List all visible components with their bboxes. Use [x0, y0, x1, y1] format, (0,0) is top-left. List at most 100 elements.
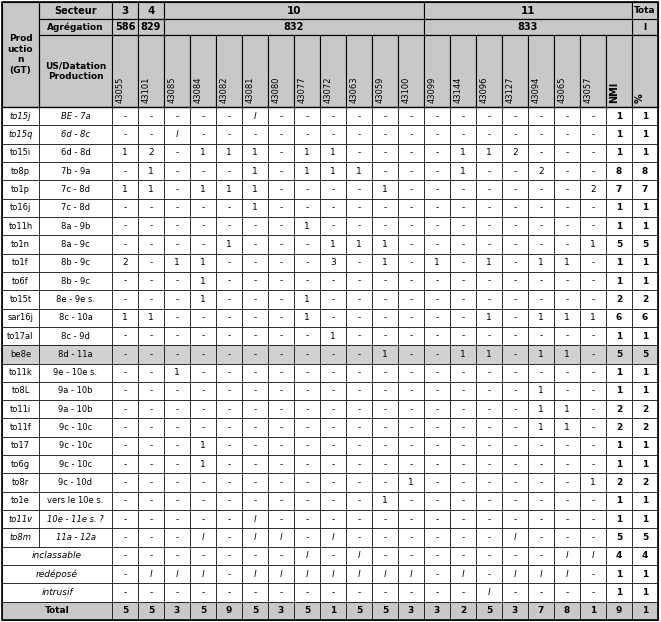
Bar: [554, 254, 580, 272]
Text: -: -: [592, 332, 595, 340]
Text: -: -: [280, 386, 283, 396]
Text: 1: 1: [590, 240, 596, 249]
Text: -: -: [175, 295, 178, 304]
Text: -: -: [383, 277, 387, 285]
Bar: [294, 327, 320, 345]
Text: 1: 1: [538, 350, 544, 359]
Text: 1: 1: [226, 240, 232, 249]
Text: 1: 1: [460, 148, 466, 157]
Bar: [476, 583, 502, 601]
Bar: [39, 529, 112, 547]
Bar: [164, 583, 190, 601]
Text: 1: 1: [642, 460, 648, 469]
Bar: [372, 547, 398, 565]
Bar: [294, 419, 320, 437]
Bar: [216, 492, 242, 510]
Text: -: -: [227, 515, 231, 524]
Bar: [632, 198, 658, 217]
Bar: [268, 144, 294, 162]
Text: 1: 1: [564, 423, 570, 432]
Bar: [39, 272, 112, 290]
Bar: [2, 162, 39, 180]
Bar: [424, 437, 450, 455]
Text: 1: 1: [460, 167, 466, 175]
Text: 5: 5: [642, 533, 648, 542]
Bar: [606, 198, 632, 217]
Bar: [424, 107, 450, 125]
Bar: [216, 180, 242, 198]
Text: -: -: [487, 551, 490, 560]
Bar: [476, 235, 502, 254]
Bar: [554, 547, 580, 565]
Text: -: -: [487, 240, 490, 249]
Text: -: -: [253, 332, 256, 340]
Text: -: -: [461, 332, 465, 340]
Bar: [580, 363, 606, 382]
Bar: [580, 309, 606, 327]
Text: to17: to17: [11, 442, 30, 450]
Text: 1: 1: [382, 185, 388, 194]
Text: -: -: [202, 423, 205, 432]
Text: -: -: [358, 313, 361, 322]
Bar: [346, 309, 372, 327]
Text: -: -: [409, 423, 412, 432]
Bar: [138, 565, 164, 583]
Bar: [39, 198, 112, 217]
Bar: [632, 345, 658, 363]
Text: -: -: [514, 221, 517, 231]
Text: -: -: [202, 130, 205, 139]
Text: -: -: [461, 588, 465, 597]
Bar: [372, 35, 398, 107]
Text: l: l: [332, 533, 334, 542]
Text: -: -: [461, 496, 465, 506]
Text: 1: 1: [642, 570, 648, 578]
Text: 1: 1: [486, 350, 492, 359]
Text: -: -: [592, 423, 595, 432]
Text: 43065: 43065: [558, 77, 567, 103]
Bar: [112, 437, 138, 455]
Text: 2: 2: [642, 295, 648, 304]
Text: -: -: [331, 221, 334, 231]
Text: -: -: [461, 551, 465, 560]
Text: 3: 3: [408, 606, 414, 615]
Bar: [632, 290, 658, 309]
Bar: [606, 601, 632, 620]
Text: -: -: [227, 588, 231, 597]
Bar: [112, 198, 138, 217]
Text: l: l: [332, 570, 334, 578]
Text: 2: 2: [512, 148, 518, 157]
Bar: [138, 455, 164, 473]
Text: 1: 1: [226, 185, 232, 194]
Bar: [294, 583, 320, 601]
Text: -: -: [305, 588, 309, 597]
Text: -: -: [592, 277, 595, 285]
Text: -: -: [383, 295, 387, 304]
Bar: [528, 107, 554, 125]
Text: -: -: [227, 478, 231, 487]
Bar: [164, 437, 190, 455]
Text: -: -: [124, 405, 127, 414]
Text: 1: 1: [538, 423, 544, 432]
Bar: [346, 144, 372, 162]
Text: -: -: [175, 313, 178, 322]
Text: 9a - 10b: 9a - 10b: [58, 386, 93, 396]
Bar: [346, 180, 372, 198]
Text: l: l: [566, 570, 568, 578]
Bar: [554, 290, 580, 309]
Text: -: -: [592, 515, 595, 524]
Bar: [580, 547, 606, 565]
Bar: [216, 254, 242, 272]
Bar: [216, 125, 242, 144]
Bar: [398, 327, 424, 345]
Bar: [424, 217, 450, 235]
Bar: [190, 363, 216, 382]
Text: 5: 5: [642, 350, 648, 359]
Bar: [320, 235, 346, 254]
Bar: [632, 272, 658, 290]
Text: 1: 1: [616, 130, 622, 139]
Bar: [450, 345, 476, 363]
Text: -: -: [358, 442, 361, 450]
Text: 1: 1: [642, 515, 648, 524]
Text: -: -: [280, 240, 283, 249]
Bar: [112, 180, 138, 198]
